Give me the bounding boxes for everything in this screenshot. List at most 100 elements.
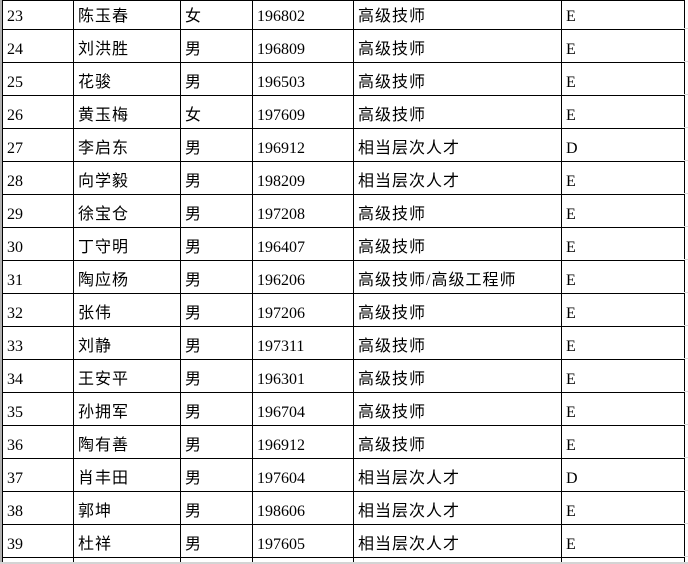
cell-gender[interactable]: 男 — [180, 425, 253, 459]
cell-gender[interactable]: 男 — [180, 260, 253, 294]
cell-birth[interactable]: 196704 — [252, 392, 354, 426]
cell-birth[interactable]: 197604 — [252, 458, 354, 492]
cell-index[interactable]: 38 — [2, 491, 74, 525]
cell-grade[interactable]: E — [561, 161, 685, 195]
cell-birth[interactable]: 196407 — [252, 227, 354, 261]
cell-name[interactable]: 肖丰田 — [73, 458, 181, 492]
cell-birth[interactable]: 198606 — [252, 491, 354, 525]
cell-title[interactable]: 高级技师 — [353, 0, 562, 30]
cell-gender[interactable]: 女 — [180, 0, 253, 30]
cell-gender[interactable]: 男 — [180, 293, 253, 327]
cell-gender[interactable]: 女 — [180, 95, 253, 129]
cell-name[interactable]: 郭坤 — [73, 491, 181, 525]
cell-name[interactable]: 花骏 — [73, 62, 181, 96]
cell-birth[interactable]: 196301 — [252, 359, 354, 393]
cell-gender[interactable]: 男 — [180, 62, 253, 96]
cell-gender[interactable]: 男 — [180, 392, 253, 426]
cell-name[interactable]: 杜祥 — [73, 524, 181, 558]
cell-grade[interactable]: E — [561, 194, 685, 228]
cell-birth[interactable]: 196802 — [252, 0, 354, 30]
cell-birth[interactable]: 197605 — [252, 524, 354, 558]
cell-title[interactable]: 高级技师 — [353, 62, 562, 96]
cell-birth[interactable]: 196912 — [252, 128, 354, 162]
cell-gender[interactable]: 男 — [180, 161, 253, 195]
cell-gender[interactable]: 男 — [180, 458, 253, 492]
cell-grade[interactable]: E — [561, 491, 685, 525]
cell-title[interactable]: 高级技师/高级工程师 — [353, 260, 562, 294]
cell-grade[interactable]: E — [561, 392, 685, 426]
cell-grade[interactable]: E — [561, 425, 685, 459]
cell-index[interactable]: 29 — [2, 194, 74, 228]
cell-birth[interactable]: 196912 — [252, 425, 354, 459]
cell-index[interactable]: 30 — [2, 227, 74, 261]
cell-grade[interactable]: E — [561, 95, 685, 129]
cell-gender[interactable]: 男 — [180, 194, 253, 228]
cell-title[interactable]: 高级技师 — [353, 326, 562, 360]
cell-birth[interactable]: 197208 — [252, 194, 354, 228]
cell-index[interactable]: 23 — [2, 0, 74, 30]
cell-index[interactable]: 36 — [2, 425, 74, 459]
cell-grade[interactable]: E — [561, 260, 685, 294]
cell-index[interactable]: 27 — [2, 128, 74, 162]
cell-grade[interactable]: E — [561, 293, 685, 327]
cell-birth[interactable]: 197206 — [252, 293, 354, 327]
cell-title[interactable]: 相当层次人才 — [353, 161, 562, 195]
cell-index[interactable]: 32 — [2, 293, 74, 327]
cell-name[interactable]: 陶应杨 — [73, 260, 181, 294]
cell-gender[interactable]: 男 — [180, 29, 253, 63]
cell-index[interactable]: 35 — [2, 392, 74, 426]
cell-grade[interactable]: E — [561, 29, 685, 63]
cell-name[interactable]: 陈玉春 — [73, 0, 181, 30]
cell-gender[interactable]: 男 — [180, 326, 253, 360]
cell-index[interactable]: 34 — [2, 359, 74, 393]
cell-name[interactable]: 李启东 — [73, 128, 181, 162]
cell-title[interactable]: 高级技师 — [353, 95, 562, 129]
cell-birth[interactable]: 197311 — [252, 326, 354, 360]
cell-title[interactable]: 高级技师 — [353, 425, 562, 459]
cell-gender[interactable]: 男 — [180, 491, 253, 525]
cell-grade[interactable]: E — [561, 62, 685, 96]
cell-index[interactable]: 31 — [2, 260, 74, 294]
cell-title[interactable]: 高级技师 — [353, 392, 562, 426]
cell-grade[interactable]: D — [561, 128, 685, 162]
cell-index[interactable]: 39 — [2, 524, 74, 558]
cell-gender[interactable]: 男 — [180, 227, 253, 261]
cell-name[interactable]: 陶有善 — [73, 425, 181, 459]
cell-index[interactable]: 28 — [2, 161, 74, 195]
cell-grade[interactable]: D — [561, 458, 685, 492]
cell-name[interactable]: 刘洪胜 — [73, 29, 181, 63]
cell-index[interactable]: 25 — [2, 62, 74, 96]
cell-gender[interactable]: 男 — [180, 128, 253, 162]
cell-index[interactable]: 37 — [2, 458, 74, 492]
cell-index[interactable]: 26 — [2, 95, 74, 129]
cell-grade[interactable]: E — [561, 227, 685, 261]
cell-title[interactable]: 高级技师 — [353, 359, 562, 393]
cell-name[interactable]: 王安平 — [73, 359, 181, 393]
cell-grade[interactable]: E — [561, 359, 685, 393]
cell-name[interactable]: 张伟 — [73, 293, 181, 327]
cell-index[interactable]: 33 — [2, 326, 74, 360]
cell-name[interactable]: 孙拥军 — [73, 392, 181, 426]
cell-name[interactable]: 丁守明 — [73, 227, 181, 261]
cell-title[interactable]: 相当层次人才 — [353, 524, 562, 558]
cell-birth[interactable]: 196503 — [252, 62, 354, 96]
cell-birth[interactable]: 196809 — [252, 29, 354, 63]
cell-index[interactable]: 24 — [2, 29, 74, 63]
cell-grade[interactable]: E — [561, 0, 685, 30]
cell-gender[interactable]: 男 — [180, 524, 253, 558]
cell-grade[interactable]: E — [561, 326, 685, 360]
cell-birth[interactable]: 196206 — [252, 260, 354, 294]
cell-title[interactable]: 高级技师 — [353, 194, 562, 228]
cell-name[interactable]: 刘静 — [73, 326, 181, 360]
cell-gender[interactable]: 男 — [180, 359, 253, 393]
cell-birth[interactable]: 198209 — [252, 161, 354, 195]
cell-title[interactable]: 高级技师 — [353, 227, 562, 261]
cell-title[interactable]: 相当层次人才 — [353, 128, 562, 162]
cell-name[interactable]: 向学毅 — [73, 161, 181, 195]
cell-name[interactable]: 黄玉梅 — [73, 95, 181, 129]
cell-title[interactable]: 相当层次人才 — [353, 491, 562, 525]
cell-title[interactable]: 高级技师 — [353, 293, 562, 327]
cell-grade[interactable]: E — [561, 524, 685, 558]
cell-title[interactable]: 高级技师 — [353, 29, 562, 63]
cell-title[interactable]: 相当层次人才 — [353, 458, 562, 492]
